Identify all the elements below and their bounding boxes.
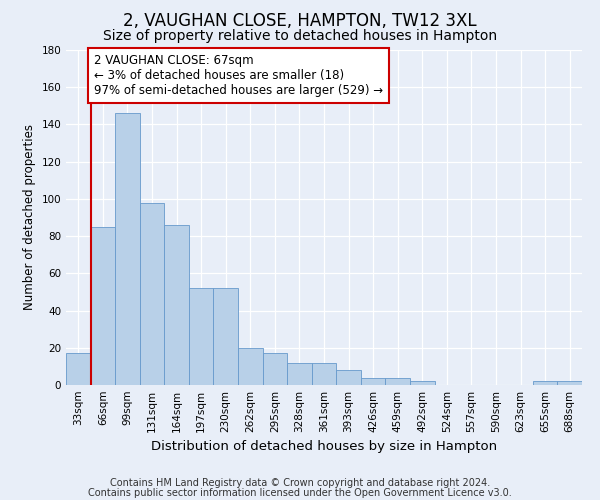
Bar [385,378,410,385]
Bar [287,362,312,385]
Bar [263,354,287,385]
Bar [66,354,91,385]
Text: Contains public sector information licensed under the Open Government Licence v3: Contains public sector information licen… [88,488,512,498]
Text: 2, VAUGHAN CLOSE, HAMPTON, TW12 3XL: 2, VAUGHAN CLOSE, HAMPTON, TW12 3XL [123,12,477,30]
Bar [164,225,189,385]
Bar [557,382,582,385]
Bar [238,348,263,385]
Bar [336,370,361,385]
Bar [91,227,115,385]
Text: 2 VAUGHAN CLOSE: 67sqm
← 3% of detached houses are smaller (18)
97% of semi-deta: 2 VAUGHAN CLOSE: 67sqm ← 3% of detached … [94,54,383,96]
Bar [312,362,336,385]
Bar [361,378,385,385]
Bar [115,114,140,385]
Bar [533,382,557,385]
Bar [214,288,238,385]
Bar [189,288,214,385]
Bar [410,382,434,385]
Bar [140,202,164,385]
X-axis label: Distribution of detached houses by size in Hampton: Distribution of detached houses by size … [151,440,497,454]
Text: Size of property relative to detached houses in Hampton: Size of property relative to detached ho… [103,29,497,43]
Text: Contains HM Land Registry data © Crown copyright and database right 2024.: Contains HM Land Registry data © Crown c… [110,478,490,488]
Y-axis label: Number of detached properties: Number of detached properties [23,124,36,310]
